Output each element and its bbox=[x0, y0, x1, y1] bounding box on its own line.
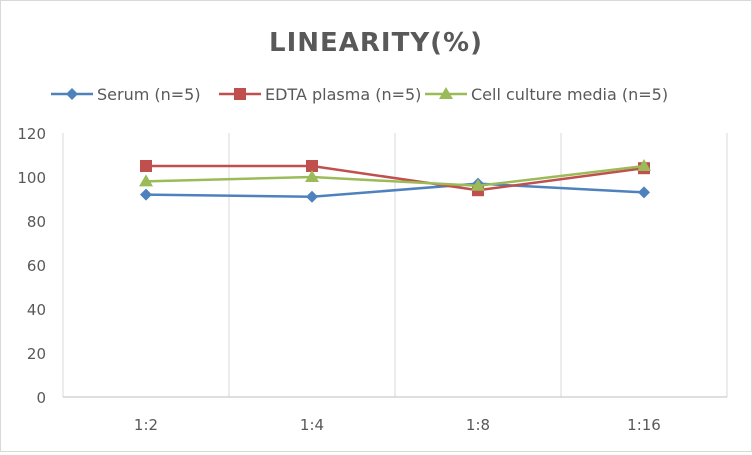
data-point-edta-plasma-n-5 bbox=[306, 160, 318, 172]
legend-marker-edta-plasma-n-5 bbox=[234, 88, 246, 100]
data-point-cell-culture-media-n-5 bbox=[471, 178, 485, 191]
data-point-cell-culture-media-n-5 bbox=[139, 174, 153, 187]
y-tick-label: 80 bbox=[27, 213, 46, 231]
data-point-edta-plasma-n-5 bbox=[140, 160, 152, 172]
legend-marker-serum-n-5 bbox=[66, 88, 78, 100]
legend-label-serum-n-5: Serum (n=5) bbox=[97, 85, 201, 104]
y-tick-label: 20 bbox=[27, 345, 46, 363]
x-tick-label: 1:4 bbox=[300, 416, 324, 434]
series-line-edta-plasma-n-5 bbox=[146, 164, 645, 192]
data-point-serum-n-5 bbox=[140, 188, 152, 201]
y-tick-label: 120 bbox=[17, 125, 46, 143]
data-point-serum-n-5 bbox=[638, 186, 650, 199]
data-point-serum-n-5 bbox=[306, 190, 318, 203]
chart-title: LINEARITY(%) bbox=[269, 28, 483, 58]
data-point-cell-culture-media-n-5 bbox=[637, 159, 651, 171]
x-tick-label: 1:16 bbox=[627, 416, 661, 434]
legend-marker-cell-culture-media-n-5 bbox=[439, 87, 453, 99]
x-tick-label: 1:8 bbox=[466, 416, 490, 434]
y-tick-label: 100 bbox=[17, 169, 46, 187]
y-tick-label: 0 bbox=[36, 389, 46, 407]
legend-label-edta-plasma-n-5: EDTA plasma (n=5) bbox=[265, 85, 421, 104]
x-tick-label: 1:2 bbox=[134, 416, 158, 434]
series-line-cell-culture-media-n-5 bbox=[145, 164, 645, 188]
series-line-serum-n-5 bbox=[145, 182, 645, 199]
y-tick-label: 60 bbox=[27, 257, 46, 275]
data-point-cell-culture-media-n-5 bbox=[305, 170, 319, 182]
legend-label-cell-culture-media-n-5: Cell culture media (n=5) bbox=[471, 85, 668, 104]
y-tick-label: 40 bbox=[27, 301, 46, 319]
